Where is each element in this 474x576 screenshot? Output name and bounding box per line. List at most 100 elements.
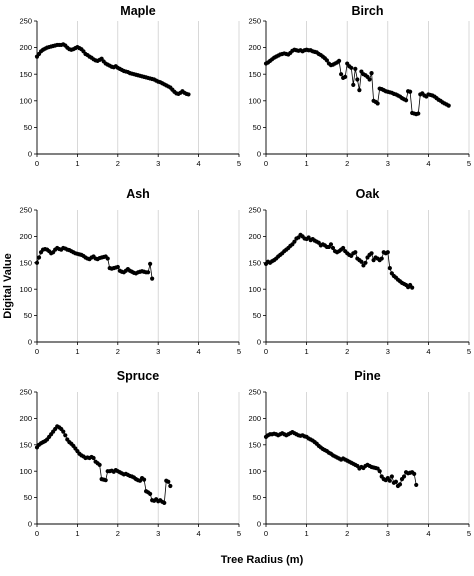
x-tick-label: 0 xyxy=(35,159,39,168)
x-tick-label: 0 xyxy=(264,159,268,168)
data-point xyxy=(416,111,421,116)
y-tick-label: 250 xyxy=(19,206,32,215)
data-point xyxy=(63,433,68,438)
y-tick-label: 50 xyxy=(24,493,32,502)
data-point xyxy=(324,58,329,63)
panel-spruce: 0 50 100 150 200 250 0 1 2 3 4 5 Spruce xyxy=(19,369,241,538)
panel-pine: 0 50 100 150 200 250 0 1 2 3 4 5 Pine xyxy=(248,369,471,538)
y-tick-label: 150 xyxy=(248,70,261,79)
x-tick-label: 5 xyxy=(237,347,241,356)
data-point xyxy=(146,270,151,275)
x-tick-label: 4 xyxy=(426,159,430,168)
data-point xyxy=(369,71,374,76)
y-tick-label: 0 xyxy=(28,150,32,159)
y-tick-label: 100 xyxy=(248,467,261,476)
panel-title: Pine xyxy=(354,369,380,383)
data-point xyxy=(369,251,374,256)
data-point xyxy=(357,88,362,93)
data-point xyxy=(353,66,358,71)
y-tick-label: 150 xyxy=(19,440,32,449)
y-axis-label: Digital Value xyxy=(2,253,14,318)
data-point xyxy=(367,77,372,82)
data-point xyxy=(375,101,380,106)
data-point xyxy=(393,479,399,484)
y-tick-label: 150 xyxy=(19,70,32,79)
panel-title: Oak xyxy=(356,187,380,201)
data-point xyxy=(363,260,368,265)
panel-oak: 0 50 100 150 200 250 0 1 2 3 4 5 Oak xyxy=(248,187,471,356)
data-point xyxy=(148,491,153,497)
data-point xyxy=(387,265,392,271)
y-tick-label: 0 xyxy=(28,520,32,529)
y-tick-label: 100 xyxy=(19,285,32,294)
x-tick-label: 1 xyxy=(75,159,79,168)
x-tick-label: 1 xyxy=(305,529,309,538)
x-axis-label: Tree Radius (m) xyxy=(221,554,304,566)
y-tick-label: 250 xyxy=(248,206,261,215)
y-tick-label: 200 xyxy=(248,43,261,52)
data-point xyxy=(328,242,334,247)
data-point xyxy=(359,259,364,264)
data-point xyxy=(166,479,171,484)
x-tick-label: 3 xyxy=(156,529,160,538)
series-line-oak xyxy=(265,234,413,288)
data-point xyxy=(168,483,173,489)
data-point xyxy=(61,429,66,434)
data-point xyxy=(97,462,102,467)
data-point xyxy=(412,471,417,476)
x-tick-label: 4 xyxy=(426,347,430,356)
y-tick-label: 50 xyxy=(24,123,32,132)
x-tick-label: 1 xyxy=(75,529,79,538)
data-point xyxy=(387,478,392,483)
data-point xyxy=(343,74,348,79)
data-point xyxy=(336,58,342,64)
x-tick-label: 0 xyxy=(264,529,268,538)
data-point xyxy=(353,250,358,255)
x-tick-label: 1 xyxy=(75,347,79,356)
x-tick-label: 3 xyxy=(386,159,390,168)
data-point xyxy=(403,98,409,103)
panel-title: Spruce xyxy=(117,369,159,383)
panel-title: Ash xyxy=(126,187,150,201)
data-point xyxy=(105,256,110,261)
y-tick-label: 0 xyxy=(28,338,32,347)
x-tick-label: 4 xyxy=(426,529,430,538)
y-tick-label: 200 xyxy=(19,232,32,241)
data-point xyxy=(91,455,96,461)
data-point xyxy=(351,82,356,87)
y-tick-label: 100 xyxy=(19,467,32,476)
y-tick-label: 0 xyxy=(257,338,261,347)
data-point xyxy=(377,469,382,474)
panel-title: Birch xyxy=(352,4,384,18)
data-point xyxy=(115,264,120,270)
x-tick-label: 0 xyxy=(35,529,39,538)
data-point xyxy=(186,92,191,97)
panel-birch: 0 50 100 150 200 250 0 1 2 3 4 5 Birch xyxy=(248,4,471,168)
x-tick-label: 4 xyxy=(197,347,201,356)
x-tick-label: 2 xyxy=(345,529,349,538)
data-point xyxy=(385,250,390,255)
x-tick-label: 3 xyxy=(156,159,160,168)
data-point xyxy=(162,500,167,505)
data-point xyxy=(103,478,108,483)
y-tick-label: 250 xyxy=(248,388,261,397)
y-tick-label: 250 xyxy=(19,17,32,26)
data-point xyxy=(408,89,413,94)
x-tick-label: 2 xyxy=(345,347,349,356)
y-tick-label: 200 xyxy=(248,232,261,241)
y-tick-label: 100 xyxy=(248,96,261,105)
data-point xyxy=(401,474,407,479)
data-point xyxy=(410,285,415,290)
x-tick-label: 2 xyxy=(345,159,349,168)
y-tick-label: 50 xyxy=(253,311,261,320)
x-tick-label: 1 xyxy=(305,347,309,356)
data-point xyxy=(446,103,451,108)
x-tick-label: 5 xyxy=(467,159,471,168)
x-tick-label: 3 xyxy=(386,529,390,538)
data-point xyxy=(341,245,346,251)
x-tick-label: 2 xyxy=(116,159,120,168)
x-tick-label: 5 xyxy=(467,347,471,356)
x-tick-label: 5 xyxy=(237,159,241,168)
